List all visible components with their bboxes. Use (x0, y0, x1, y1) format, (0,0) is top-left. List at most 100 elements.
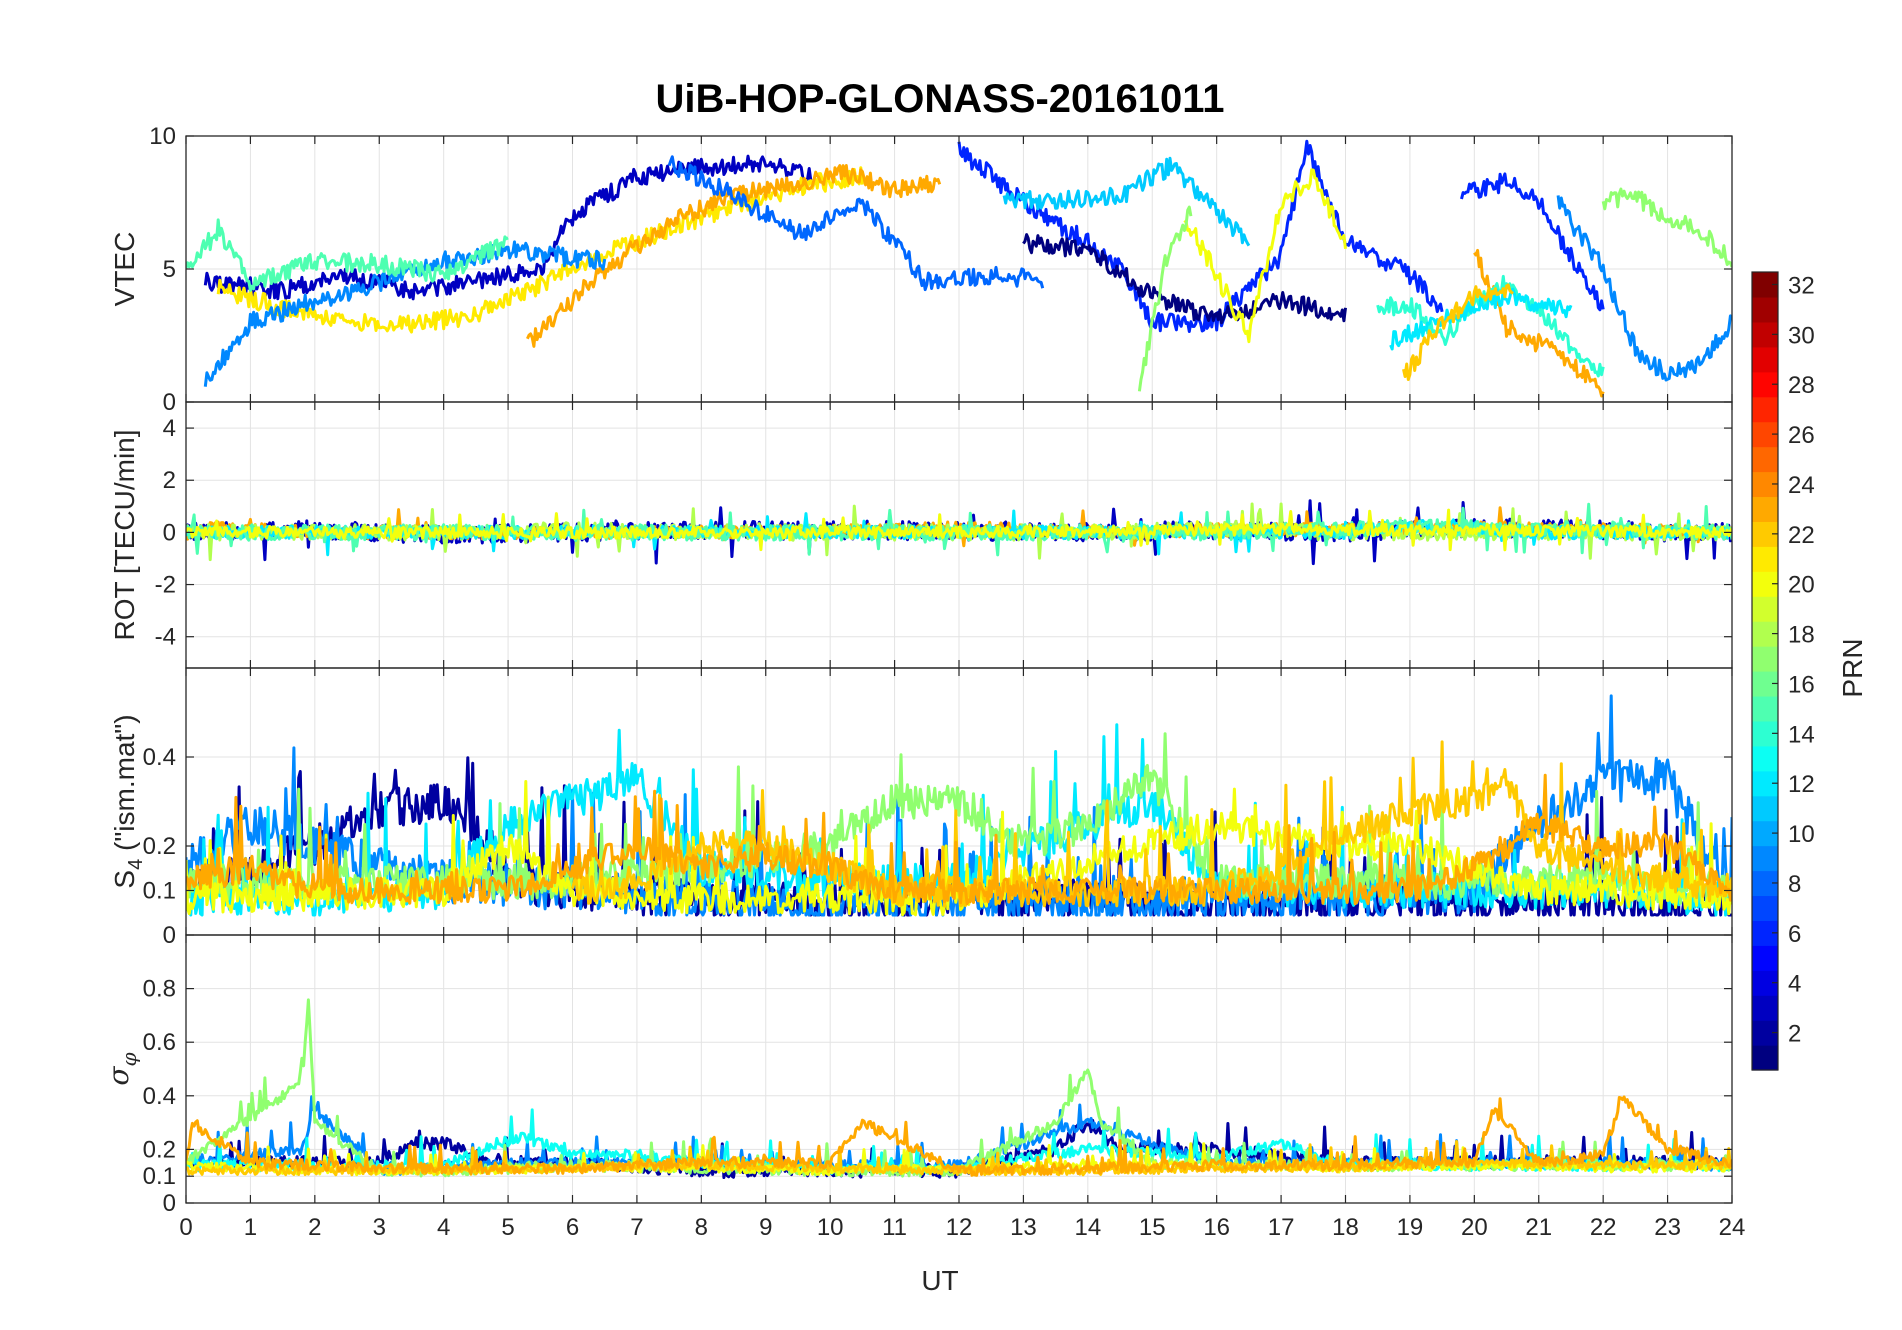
y-tick-label: 0 (163, 1190, 176, 1217)
y-tick-label: 5 (163, 256, 176, 283)
sigphi-series-group (186, 998, 1732, 1179)
rot-series-prn-20 (186, 508, 1732, 552)
sigphi-y-axis-label: σφ (102, 1052, 141, 1085)
x-tick-label: 6 (566, 1214, 579, 1241)
x-tick-label: 10 (817, 1214, 844, 1241)
vtec-series-prn-8 (667, 155, 1045, 292)
vtec-series-prn-1 (1022, 233, 1347, 325)
colorbar-swatch (1752, 396, 1778, 423)
x-tick-label: 15 (1139, 1214, 1166, 1241)
colorbar-swatch (1752, 995, 1778, 1021)
colorbar-swatch (1752, 646, 1778, 672)
y-tick-label: 0.4 (143, 1083, 176, 1110)
vtec-series-group (186, 139, 1732, 398)
y-tick-label: 0 (163, 389, 176, 416)
x-tick-label: 7 (630, 1214, 643, 1241)
x-tick-label: 1 (244, 1214, 257, 1241)
x-tick-label: 18 (1332, 1214, 1359, 1241)
y-tick-label: 0.2 (143, 833, 176, 860)
colorbar-tick-label: 22 (1788, 522, 1815, 549)
y-tick-label: 2 (163, 467, 176, 494)
s4-series-prn-23 (186, 773, 1732, 906)
vtec-series-prn-23 (526, 164, 942, 348)
colorbar-tick-label: 6 (1788, 921, 1801, 948)
rot-series-prn-18 (186, 502, 1732, 562)
colorbar-tick-label: 28 (1788, 372, 1815, 399)
colorbar-tick-label: 10 (1788, 821, 1815, 848)
x-tick-label: 8 (695, 1214, 708, 1241)
y-tick-label: 0.2 (143, 1136, 176, 1163)
colorbar-swatch (1752, 745, 1778, 772)
sigphi-series-prn-23 (186, 1095, 1732, 1177)
x-tick-label: 2 (308, 1214, 321, 1241)
colorbar-swatch (1752, 795, 1778, 822)
colorbar-swatch (1752, 546, 1778, 572)
colorbar-tick-label: 14 (1788, 721, 1815, 748)
vtec-series-prn-6 (957, 139, 1444, 333)
colorbar-swatch (1752, 845, 1778, 872)
vtec-y-axis-label: VTEC (109, 232, 140, 307)
x-tick-label: 20 (1461, 1214, 1488, 1241)
vtec-series-prn-6 (1460, 172, 1605, 312)
y-tick-label: 0.4 (143, 744, 176, 771)
colorbar-frame (1751, 271, 1779, 1071)
colorbar-swatch (1752, 446, 1778, 473)
chart-title: UiB-HOP-GLONASS-20161011 (655, 77, 1224, 121)
colorbar-tick-label: 4 (1788, 971, 1801, 998)
x-tick-label: 0 (179, 1214, 192, 1241)
x-tick-labels: 0 1 2 3 4 5 6 7 8 9 10 11 12 13 14 15 16 17 18 19 20 21 22 23 24 (179, 1214, 1745, 1241)
colorbar-swatch (1752, 296, 1778, 323)
colorbar-swatch (1752, 346, 1778, 373)
colorbar-tick-label: 30 (1788, 322, 1815, 349)
y-tick-label: 0 (163, 519, 176, 546)
s4-y-axis-label: S4 ("ism.mat") (109, 714, 147, 888)
vtec-series-prn-3 (203, 154, 813, 301)
rot-y-axis-label: ROT [TECU/min] (109, 429, 140, 640)
y-tick-label: -2 (155, 572, 176, 599)
y-tick-label: 4 (163, 415, 176, 442)
vtec-series-prn-12 (1389, 287, 1573, 351)
x-tick-label: 23 (1654, 1214, 1681, 1241)
x-tick-label: 12 (946, 1214, 973, 1241)
vtec-series-prn-17 (1601, 187, 1732, 268)
colorbar-swatch (1752, 945, 1778, 971)
colorbar-tick-label: 16 (1788, 671, 1815, 698)
vtec-series-prn-17 (1137, 205, 1193, 392)
colorbar-swatch (1752, 596, 1778, 622)
panel-rot: -4 -2 0 2 4 ROT [TECU/min] (109, 401, 1733, 669)
x-tick-label: 24 (1719, 1214, 1746, 1241)
s4-series-group (186, 694, 1732, 917)
vtec-series-prn-22 (1402, 283, 1514, 381)
vtec-series-prn-20 (1183, 168, 1347, 344)
x-tick-label: 13 (1010, 1214, 1037, 1241)
x-axis-label: UT (921, 1265, 958, 1296)
x-tick-label: 14 (1074, 1214, 1101, 1241)
panel-s4: 0 0.1 0.2 0.4S4 ("ism.mat") (109, 667, 1733, 949)
x-tick-label: 4 (437, 1214, 450, 1241)
s4-series-prn-22 (571, 740, 1732, 908)
x-tick-label: 3 (373, 1214, 386, 1241)
s4-series-prn-9 (186, 694, 1732, 917)
colorbar-tick-label: 32 (1788, 272, 1815, 299)
x-tick-label: 22 (1590, 1214, 1617, 1241)
x-tick-label: 21 (1525, 1214, 1552, 1241)
x-tick-label: 5 (501, 1214, 514, 1241)
colorbar-swatch (1752, 1045, 1778, 1071)
rot-series-group (186, 499, 1732, 566)
colorbar-swatch (1752, 496, 1778, 522)
x-tick-label: 19 (1397, 1214, 1424, 1241)
x-tick-label: 11 (882, 1214, 907, 1241)
colorbar-tick-label: 18 (1788, 622, 1815, 649)
y-tick-label: 0.8 (143, 976, 176, 1003)
x-tick-label: 9 (759, 1214, 772, 1241)
colorbar-tick-label: 20 (1788, 572, 1815, 599)
y-tick-label: 0.6 (143, 1029, 176, 1056)
colorbar-tick-label: 26 (1788, 422, 1815, 449)
y-tick-label: 10 (149, 123, 176, 150)
colorbar-tick-label: 2 (1788, 1021, 1801, 1048)
colorbar-swatch (1752, 895, 1778, 921)
colorbar-tick-label: 12 (1788, 771, 1815, 798)
